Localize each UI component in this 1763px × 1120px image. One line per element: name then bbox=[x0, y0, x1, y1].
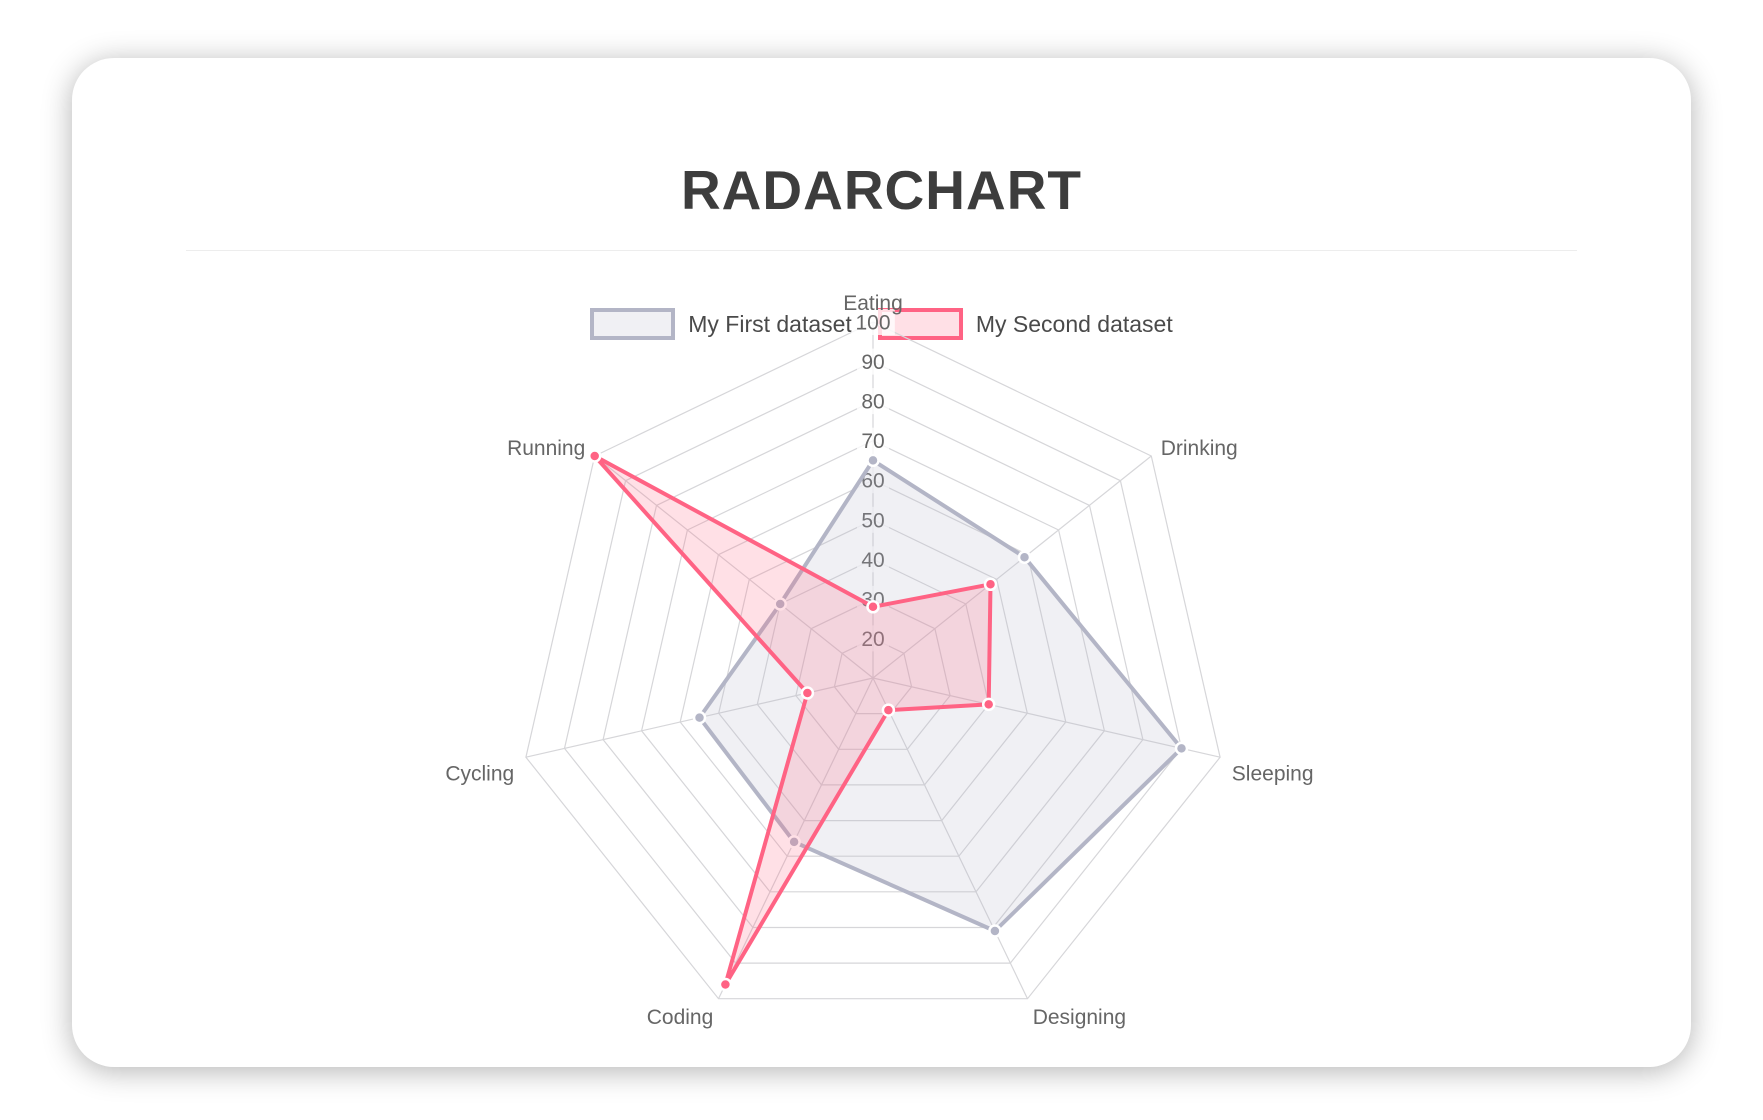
axis-line bbox=[872, 455, 1152, 679]
title-divider bbox=[186, 250, 1577, 251]
tick-label: 40 bbox=[861, 549, 884, 572]
tick-backdrop bbox=[857, 625, 889, 652]
tick-label: 80 bbox=[861, 391, 884, 414]
data-point-1-drinking[interactable] bbox=[983, 577, 998, 592]
legend-label: My First dataset bbox=[688, 310, 852, 337]
tick-backdrop bbox=[857, 388, 889, 415]
data-point-1-eating[interactable] bbox=[866, 600, 880, 614]
axis-label-cycling: Cycling bbox=[445, 762, 514, 785]
data-point-1-cycling[interactable] bbox=[800, 686, 815, 700]
page-title: RADARCHART bbox=[680, 159, 1083, 221]
axis-label-eating: Eating bbox=[843, 292, 903, 315]
dataset-polygon-1 bbox=[592, 454, 993, 987]
axis-label-sleeping: Sleeping bbox=[1232, 762, 1314, 785]
chart-card: RADARCHART My First dataset My Second da… bbox=[72, 58, 1691, 1067]
legend-swatch-first-dataset bbox=[590, 308, 676, 340]
axis-line bbox=[872, 677, 1221, 758]
tick-backdrop bbox=[857, 506, 889, 533]
grid-ring bbox=[833, 637, 913, 715]
tick-label: 90 bbox=[861, 351, 884, 374]
tick-backdrop bbox=[857, 348, 889, 375]
data-point-0-sleeping[interactable] bbox=[1174, 741, 1189, 756]
grid-ring bbox=[602, 400, 1144, 929]
grid-ring bbox=[679, 479, 1067, 857]
data-point-1-designing[interactable] bbox=[881, 703, 896, 717]
axis-label-coding: Coding bbox=[647, 1006, 714, 1029]
tick-backdrop bbox=[857, 427, 889, 454]
data-point-0-designing[interactable] bbox=[988, 924, 1002, 938]
data-point-0-cycling[interactable] bbox=[692, 710, 707, 725]
tick-label: 20 bbox=[861, 628, 884, 651]
tick-label: 60 bbox=[861, 470, 884, 493]
grid-ring bbox=[718, 519, 1028, 822]
legend-item-first-dataset[interactable]: My First dataset bbox=[590, 308, 852, 340]
axis-label-designing: Designing bbox=[1033, 1006, 1126, 1029]
data-point-1-sleeping[interactable] bbox=[981, 697, 996, 712]
axis-line bbox=[594, 455, 874, 679]
data-point-0-eating[interactable] bbox=[866, 453, 880, 468]
tick-backdrop bbox=[851, 309, 895, 335]
legend-label: My Second dataset bbox=[975, 310, 1173, 337]
grid-ring bbox=[795, 598, 951, 750]
grid-ring bbox=[525, 321, 1221, 1000]
tick-backdrop bbox=[857, 546, 889, 573]
axis-label-drinking: Drinking bbox=[1161, 437, 1238, 460]
data-point-0-drinking[interactable] bbox=[1017, 550, 1032, 564]
data-point-0-running[interactable] bbox=[773, 597, 787, 611]
data-point-1-running[interactable] bbox=[587, 449, 602, 463]
grid-ring bbox=[563, 360, 1183, 964]
grid-ring bbox=[640, 440, 1106, 893]
tick-label: 100 bbox=[855, 312, 890, 335]
axis-line bbox=[872, 677, 1029, 999]
data-point-0-coding[interactable] bbox=[787, 835, 801, 849]
axis-label-running: Running bbox=[507, 437, 585, 460]
data-point-1-coding[interactable] bbox=[718, 977, 733, 992]
tick-label: 50 bbox=[861, 509, 884, 532]
tick-label: 70 bbox=[861, 430, 884, 453]
grid-ring bbox=[756, 558, 990, 786]
